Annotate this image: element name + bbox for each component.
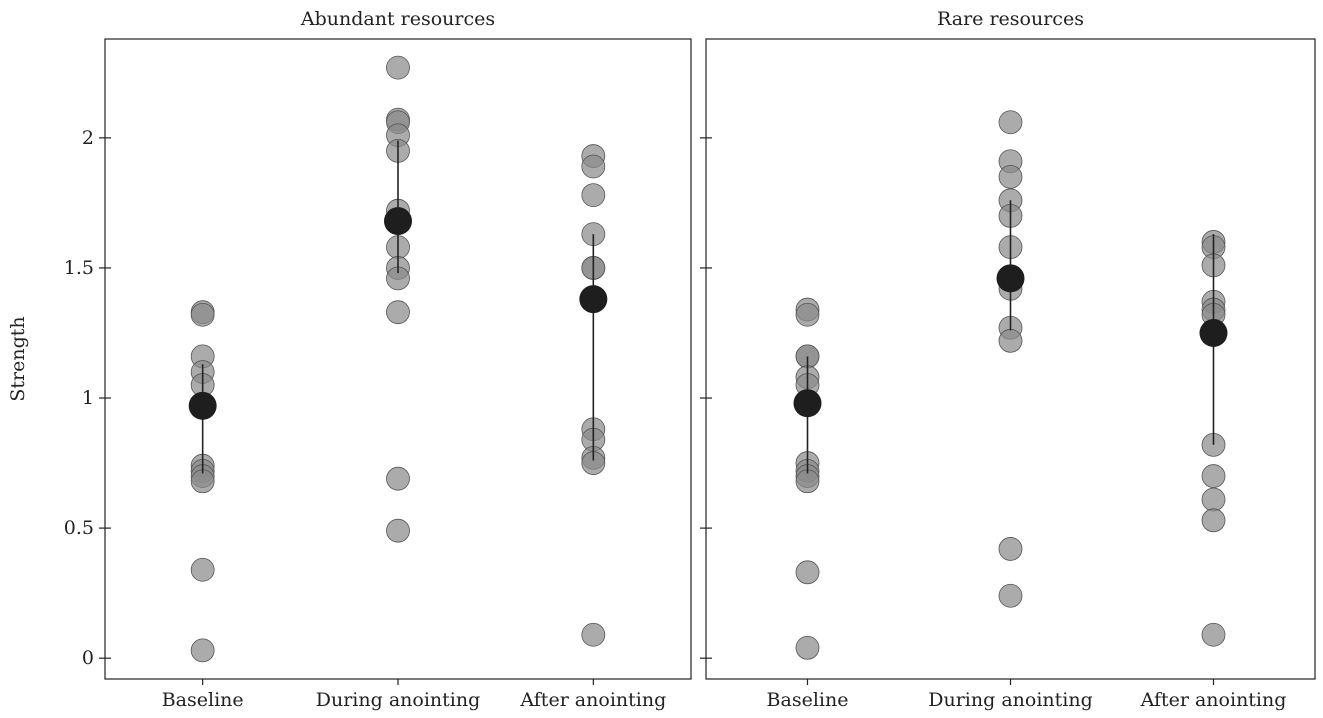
data-point [1201,464,1226,488]
x-tick-label: After anointing [519,689,666,711]
data-point [1201,487,1226,512]
data-point [190,638,215,663]
panel-title: Rare resources [937,8,1084,30]
data-point [386,518,410,543]
y-tick-label: 2 [82,127,94,149]
data-point [581,183,606,207]
x-tick-label: Baseline [767,689,849,711]
mean-point [996,264,1025,293]
data-point [386,55,410,80]
x-tick-label: Baseline [162,689,244,711]
data-point [998,110,1023,135]
x-tick-label: After anointing [1140,689,1287,711]
data-point [998,537,1023,561]
panel-title: Abundant resources [300,8,495,30]
mean-point [384,207,412,236]
data-point [1201,622,1226,647]
data-point [581,622,606,647]
data-point [998,164,1023,189]
data-point [795,302,820,327]
mean-point [579,285,608,314]
data-point [190,557,215,582]
data-point [190,302,215,327]
data-point [795,635,820,660]
y-axis-label: Strength [7,316,29,401]
mean-point [1199,318,1228,347]
data-point [998,328,1023,353]
data-point [998,583,1023,608]
y-tick-label: 0 [82,647,94,669]
data-point [386,300,410,325]
y-tick-label: 0.5 [64,517,94,539]
data-point [1201,508,1226,533]
mean-point [188,391,217,420]
y-tick-label: 1.5 [64,257,94,279]
mean-point [793,389,822,418]
x-tick-label: During anointing [316,689,481,711]
data-point [795,560,820,585]
data-point [386,466,410,491]
data-point [581,154,606,179]
y-tick-label: 1 [82,387,94,409]
x-tick-label: During anointing [928,689,1093,711]
